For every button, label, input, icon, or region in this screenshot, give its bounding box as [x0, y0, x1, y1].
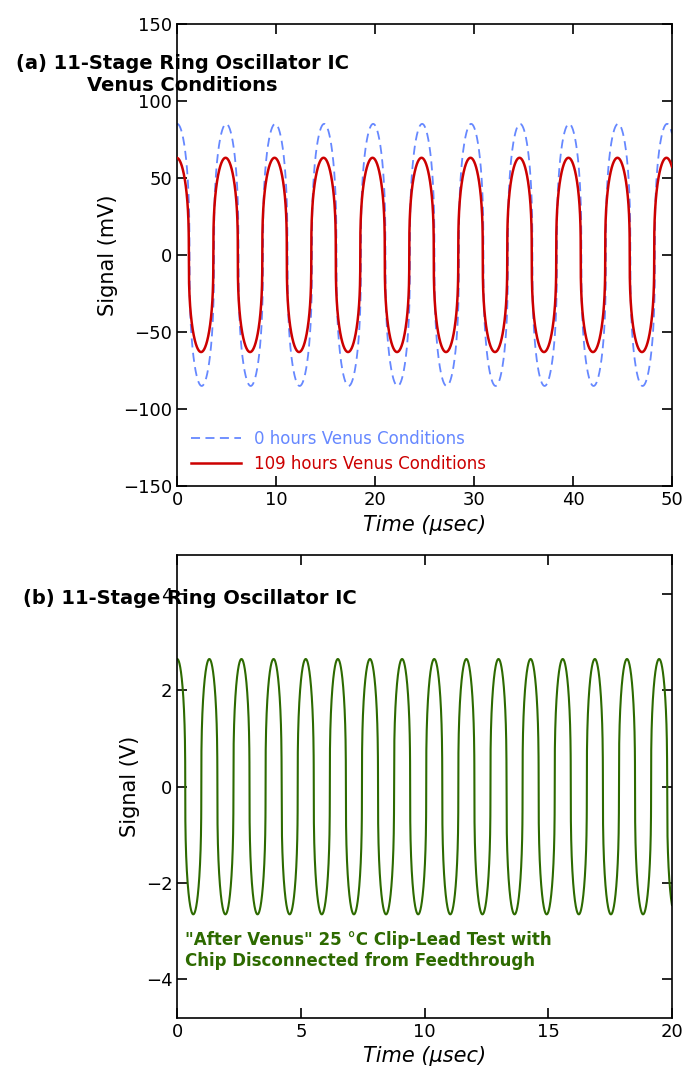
109 hours Venus Conditions	[197, 345, 205, 358]
109 hours Venus Conditions	[668, 160, 676, 173]
0 hours Venus Conditions	[198, 379, 206, 392]
0 hours Venus Conditions	[466, 118, 475, 131]
Text: (a) 11-Stage Ring Oscillator IC
Venus Conditions: (a) 11-Stage Ring Oscillator IC Venus Co…	[16, 54, 349, 95]
Y-axis label: Signal (mV): Signal (mV)	[97, 194, 118, 315]
109 hours Venus Conditions	[352, 323, 361, 336]
0 hours Venus Conditions	[540, 379, 548, 392]
X-axis label: Time (μsec): Time (μsec)	[363, 1046, 486, 1067]
109 hours Venus Conditions	[173, 152, 181, 165]
0 hours Venus Conditions	[173, 117, 181, 130]
Line: 0 hours Venus Conditions: 0 hours Venus Conditions	[177, 123, 672, 386]
0 hours Venus Conditions	[418, 117, 426, 130]
109 hours Venus Conditions	[487, 342, 496, 355]
109 hours Venus Conditions	[466, 152, 475, 165]
109 hours Venus Conditions	[566, 153, 575, 166]
0 hours Venus Conditions	[668, 127, 676, 140]
0 hours Venus Conditions	[566, 118, 575, 131]
Text: "After Venus" 25 °C Clip-Lead Test with
Chip Disconnected from Feedthrough: "After Venus" 25 °C Clip-Lead Test with …	[185, 931, 551, 970]
Y-axis label: Signal (V): Signal (V)	[120, 736, 140, 837]
0 hours Venus Conditions	[442, 379, 451, 392]
Line: 109 hours Venus Conditions: 109 hours Venus Conditions	[177, 158, 672, 352]
Legend: 0 hours Venus Conditions, 109 hours Venus Conditions: 0 hours Venus Conditions, 109 hours Venu…	[186, 426, 491, 478]
109 hours Venus Conditions	[221, 152, 230, 165]
X-axis label: Time (μsec): Time (μsec)	[363, 514, 486, 535]
Text: (b) 11-Stage Ring Oscillator IC: (b) 11-Stage Ring Oscillator IC	[23, 589, 357, 609]
0 hours Venus Conditions	[352, 354, 361, 367]
109 hours Venus Conditions	[540, 345, 548, 358]
0 hours Venus Conditions	[487, 374, 496, 387]
109 hours Venus Conditions	[198, 345, 206, 358]
